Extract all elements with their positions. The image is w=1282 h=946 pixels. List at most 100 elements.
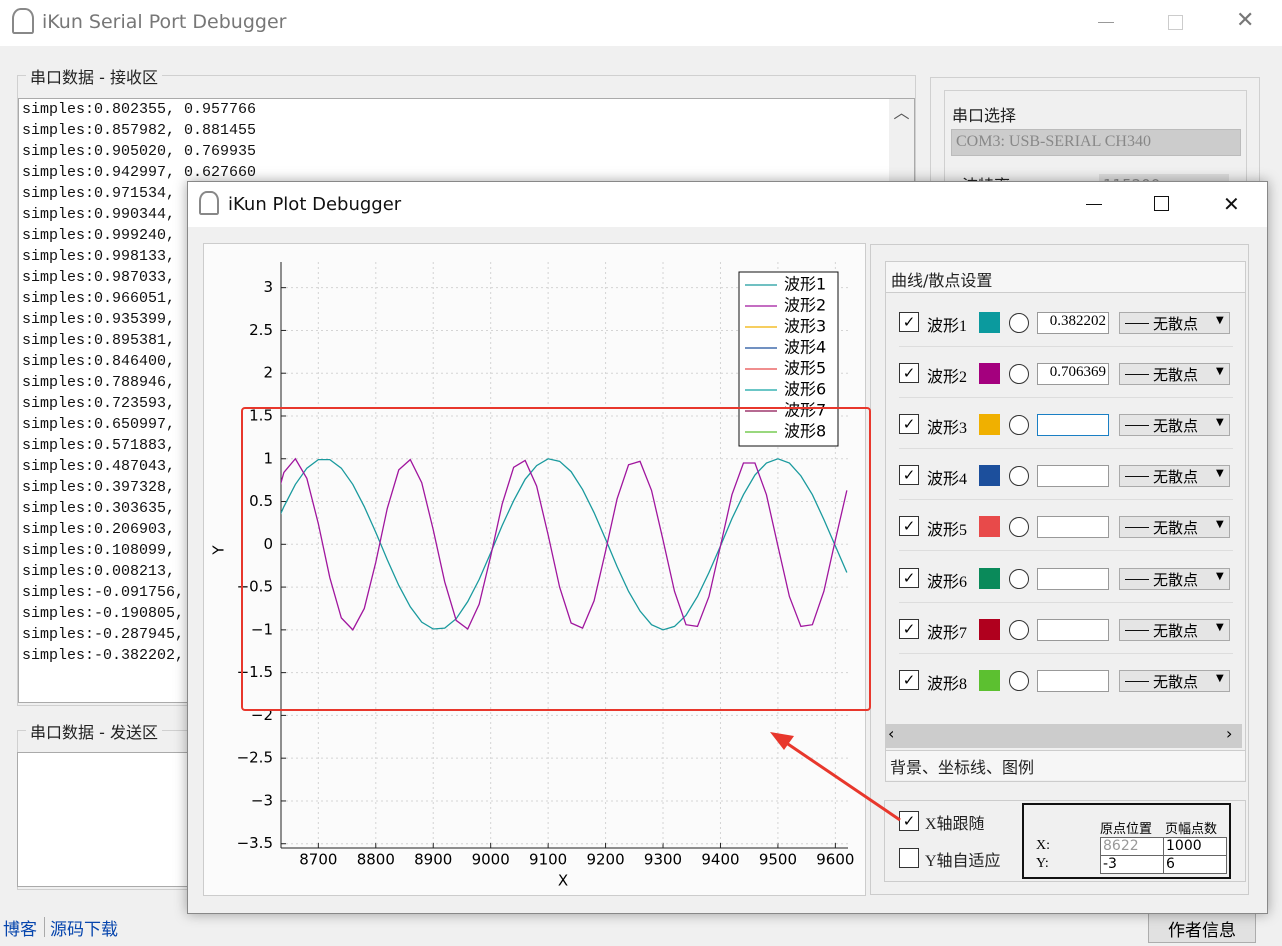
curve-checkbox[interactable]: ✓ [899,414,919,435]
marker-combo[interactable]: 无散点 ▼ [1119,567,1230,590]
curve-color[interactable] [979,567,1000,589]
curve-color[interactable] [979,465,1000,487]
marker-combo[interactable]: 无散点 ▼ [1119,363,1230,386]
marker-combo[interactable]: 无散点 ▼ [1119,414,1230,437]
value-box[interactable] [1037,465,1109,488]
y-tick-label: −2 [251,706,273,724]
y-tick-label: −3 [251,791,273,809]
maximize-button[interactable] [1168,15,1183,30]
curve-checkbox[interactable]: ✓ [899,669,919,690]
row-separator [899,601,1233,603]
curve-checkbox[interactable]: ✓ [899,516,919,537]
scatter-toggle[interactable] [1009,619,1029,640]
marker-line [1125,323,1149,324]
scatter-toggle[interactable] [1009,466,1029,487]
receive-line: simples:0.971534, [22,185,176,202]
blog-link[interactable]: 博客 [3,920,37,940]
receive-line: simples:0.999240, [22,227,176,244]
legend-label: 波形7 [784,401,826,420]
curve-checkbox[interactable]: ✓ [899,363,919,384]
value-box[interactable] [1037,567,1109,590]
x-tick-label: 9000 [472,851,510,869]
h-scrollbar[interactable] [886,724,1242,748]
receive-line: simples:-0.287945, [22,626,185,643]
table-header: 原点位置 [1100,822,1153,837]
marker-combo[interactable]: 无散点 ▼ [1119,618,1230,641]
scatter-toggle[interactable] [1009,313,1029,333]
x-origin-cell[interactable]: 8622 [1100,837,1164,856]
marker-line [1125,374,1149,376]
value-box[interactable] [1037,516,1109,539]
curve-color[interactable] [979,516,1000,538]
curve-checkbox[interactable]: ✓ [899,465,919,486]
value-box[interactable] [1037,414,1109,437]
port-combo[interactable]: COM3: USB-SERIAL CH340 [951,129,1241,156]
x-tick-label: 9200 [586,851,624,869]
x-follow-checkbox[interactable]: ✓ [899,811,919,831]
download-link[interactable]: 源码下载 [50,920,118,940]
value-box[interactable]: 0.382202 [1037,312,1109,334]
curve-color[interactable] [979,363,1000,385]
bottom-tab[interactable]: 背景、坐标线、图例 [886,750,1245,780]
close-button[interactable]: ✕ [1236,8,1255,33]
row-separator [899,346,1233,347]
y-auto-checkbox[interactable] [899,848,919,868]
scatter-toggle[interactable] [1009,670,1029,691]
minimize-button[interactable] [1098,22,1114,23]
value-box[interactable]: 0.706369 [1037,363,1109,386]
curve-label: 波形7 [927,624,968,642]
marker-text: 无散点 [1153,366,1199,385]
scroll-left[interactable]: ‹ [888,724,895,743]
marker-line [1125,527,1149,529]
legend-label: 波形5 [784,359,826,378]
y-tick-label: −1.5 [237,663,273,681]
author-button[interactable]: 作者信息 [1148,910,1256,943]
receive-line: simples:0.987033, [22,269,176,286]
receive-line: simples:0.857982, 0.881455 [22,122,257,139]
y-tick-label: −0.5 [237,578,273,596]
curve-color[interactable] [979,618,1000,640]
settings-tab[interactable]: 曲线/散点设置 [886,262,1245,293]
marker-combo[interactable]: 无散点 ▼ [1119,669,1230,692]
value-box[interactable] [1037,618,1109,641]
curve-color[interactable] [979,312,1000,333]
y-origin-cell[interactable]: -3 [1100,855,1164,874]
y-tick-label: 0.5 [249,492,273,510]
marker-combo[interactable]: 无散点 ▼ [1119,516,1230,539]
combo-arrow: ▼ [1216,672,1224,684]
legend-label: 波形6 [784,380,826,399]
marker-text: 无散点 [1153,468,1199,487]
receive-line: simples:0.650997, [22,416,176,433]
x-page-cell[interactable]: 1000 [1163,837,1227,856]
scroll-right[interactable]: › [1226,724,1233,743]
curve-checkbox[interactable]: ✓ [899,618,919,639]
marker-combo[interactable]: 无散点 ▼ [1119,312,1230,334]
y-axis-label: Y [210,545,228,556]
curve-label: 波形2 [927,369,968,387]
combo-arrow: ▼ [1216,315,1224,326]
close-button[interactable]: ✕ [1223,192,1240,216]
curve-checkbox[interactable]: ✓ [899,312,919,332]
scatter-toggle[interactable] [1009,364,1029,385]
curve-color[interactable] [979,669,1000,691]
scatter-toggle[interactable] [1009,517,1029,538]
x-tick-label: 8800 [357,851,395,869]
combo-arrow: ▼ [1216,366,1224,378]
marker-line [1125,476,1149,478]
curve-checkbox[interactable]: ✓ [899,567,919,588]
plot-title: iKun Plot Debugger [228,194,402,215]
value-box[interactable] [1037,669,1109,692]
series-line [281,458,848,631]
y-tick-label: −2.5 [237,749,273,767]
scatter-toggle[interactable] [1009,568,1029,589]
marker-combo[interactable]: 无散点 ▼ [1119,465,1230,488]
app-icon [12,8,34,34]
y-page-cell[interactable]: 6 [1163,855,1227,874]
curve-label: 波形6 [927,573,968,591]
curve-color[interactable] [979,414,1000,436]
minimize-button[interactable] [1086,204,1102,205]
scatter-toggle[interactable] [1009,415,1029,436]
maximize-button[interactable] [1154,196,1169,211]
receive-line: simples:-0.190805, [22,605,185,622]
receive-line: simples:0.206903, [22,521,176,538]
